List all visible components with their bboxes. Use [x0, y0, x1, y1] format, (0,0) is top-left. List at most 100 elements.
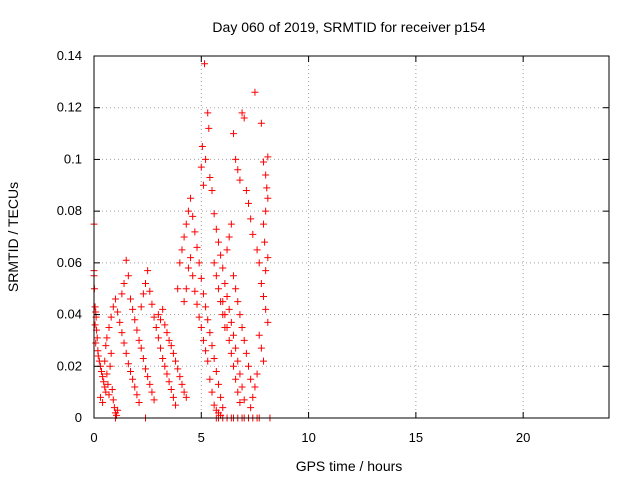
data-point: [204, 316, 212, 324]
data-point: [103, 370, 111, 378]
data-point: [245, 199, 252, 207]
data-point: [253, 246, 261, 254]
data-point: [137, 303, 145, 311]
data-point: [225, 305, 233, 313]
data-point: [191, 228, 199, 236]
data-point: [236, 311, 244, 319]
data-point: [157, 344, 165, 352]
data-point: [232, 375, 240, 383]
data-point: [96, 393, 104, 401]
x-tick-label: 15: [409, 430, 423, 445]
data-point: [157, 316, 165, 324]
data-point: [219, 311, 227, 319]
data-point: [197, 324, 205, 331]
data-point: [204, 109, 212, 117]
data-point: [120, 339, 128, 347]
data-point: [197, 274, 205, 282]
data-point: [229, 362, 237, 370]
data-point: [260, 158, 268, 166]
x-tick-label: 10: [301, 430, 315, 445]
data-point: [229, 331, 237, 339]
data-point: [236, 370, 244, 378]
data-point: [217, 251, 225, 259]
data-point: [264, 318, 272, 326]
data-point: [247, 375, 255, 383]
data-point: [257, 119, 265, 127]
x-tick-label: 5: [198, 430, 205, 445]
data-point: [225, 233, 233, 241]
data-point: [262, 305, 270, 313]
data-point: [94, 352, 102, 360]
data-point: [174, 365, 182, 373]
data-point: [236, 176, 244, 184]
data-point: [144, 373, 152, 381]
data-point: [263, 184, 271, 192]
data-point: [118, 290, 126, 298]
data-point: [124, 272, 132, 280]
data-point: [187, 194, 195, 202]
data-point: [202, 347, 210, 355]
data-point: [126, 367, 134, 375]
data-point: [245, 362, 252, 370]
data-point: [206, 174, 214, 182]
data-point: [174, 285, 182, 293]
data-point: [251, 88, 259, 96]
data-point: [178, 380, 186, 388]
data-point: [240, 114, 248, 122]
data-point: [236, 398, 244, 406]
data-point: [204, 357, 212, 365]
y-axis-title: SRMTID / TECUs: [5, 182, 21, 292]
data-point: [137, 344, 145, 352]
data-point: [148, 300, 156, 308]
data-point: [180, 298, 188, 306]
data-point: [161, 321, 169, 329]
data-point: [217, 393, 225, 401]
data-point: [154, 311, 162, 319]
data-point: [99, 398, 107, 406]
data-point: [229, 272, 237, 280]
data-point: [101, 357, 109, 365]
data-point: [93, 334, 101, 342]
data-point: [193, 300, 201, 308]
data-point: [148, 388, 156, 396]
data-point: [167, 342, 175, 350]
data-point: [262, 207, 270, 215]
data-point: [202, 155, 210, 163]
data-point: [139, 355, 147, 363]
data-point: [202, 303, 210, 311]
data-point: [139, 290, 147, 298]
data-point: [247, 404, 255, 412]
data-point: [238, 109, 246, 117]
x-tick-label: 20: [516, 430, 530, 445]
data-point: [240, 336, 248, 344]
data-point: [205, 124, 213, 132]
data-point: [111, 295, 119, 303]
y-tick-label: 0.06: [57, 255, 82, 270]
data-point: [107, 349, 115, 357]
data-point: [176, 259, 184, 267]
data-point: [208, 186, 216, 194]
data-point: [189, 272, 197, 280]
data-point: [187, 254, 195, 262]
data-point: [214, 285, 222, 293]
data-point: [227, 349, 235, 357]
data-point: [214, 238, 222, 246]
data-point: [161, 362, 169, 370]
data-point: [201, 60, 209, 68]
data-point: [234, 388, 242, 396]
data-point: [255, 259, 263, 267]
data-point: [217, 298, 225, 306]
data-points: [90, 60, 274, 422]
data-point: [116, 318, 124, 326]
data-point: [208, 342, 216, 350]
data-point: [249, 230, 257, 238]
data-point: [105, 324, 113, 331]
data-point: [253, 370, 261, 378]
data-point: [144, 267, 152, 275]
data-point: [199, 290, 207, 298]
data-point: [118, 329, 126, 337]
data-point: [223, 246, 231, 254]
data-point: [163, 329, 171, 337]
data-point: [221, 280, 229, 288]
data-point: [146, 380, 154, 388]
